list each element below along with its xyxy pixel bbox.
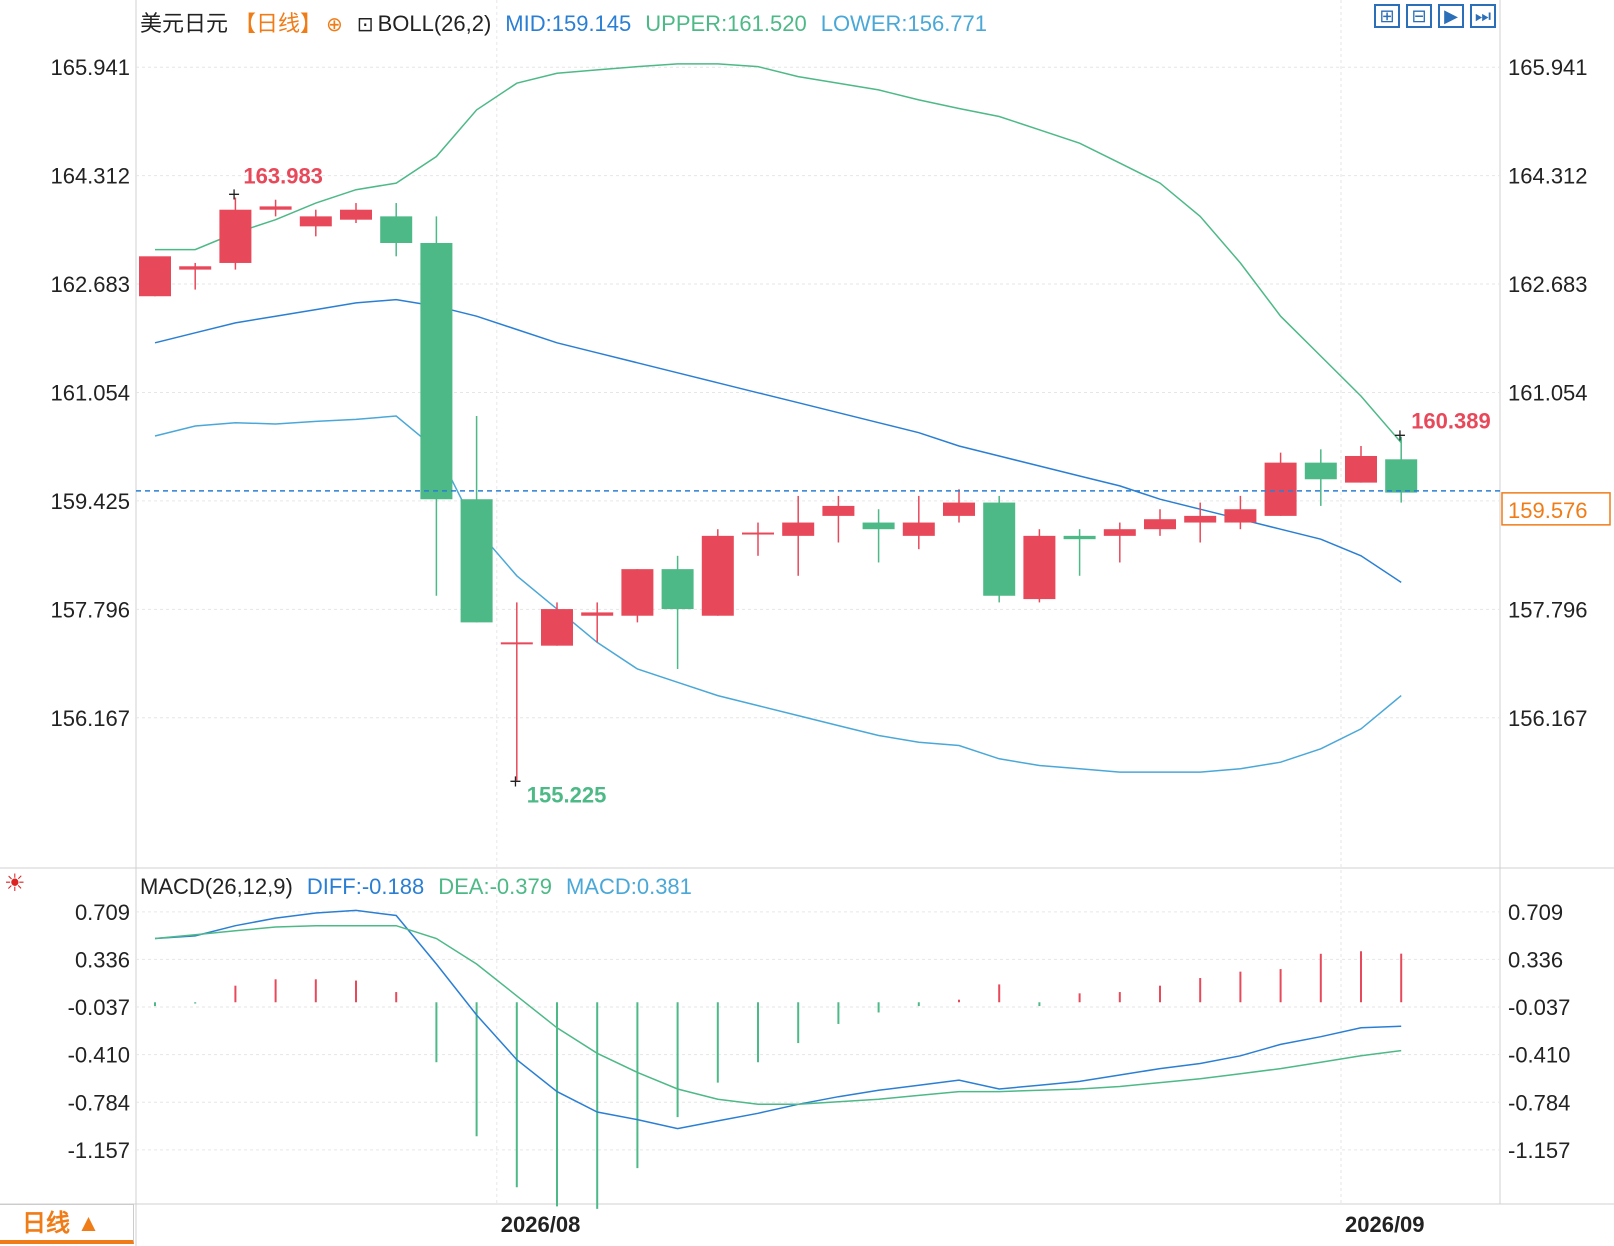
- candle-body: [581, 612, 614, 616]
- main-y-tick-right: 156.167: [1508, 706, 1588, 731]
- boll-mid-line: [154, 298, 1402, 584]
- x-tick-label: 2026/09: [1345, 1212, 1425, 1237]
- sun-icon[interactable]: ☀: [4, 869, 26, 897]
- period-select-button[interactable]: 日线 ▲: [0, 1204, 134, 1244]
- candle-body: [259, 206, 292, 210]
- boll-upper-value: UPPER:161.520: [645, 11, 807, 36]
- boll-mid-value: MID:159.145: [505, 11, 632, 36]
- candle-body: [782, 522, 815, 536]
- main-y-tick-left: 164.312: [50, 164, 130, 189]
- macd-diff-line: [154, 909, 1402, 1130]
- main-y-tick-right: 157.796: [1508, 597, 1588, 622]
- candle-body: [742, 532, 774, 535]
- candle-body: [1224, 509, 1257, 523]
- low-price-label: 155.225: [527, 782, 607, 807]
- candle-body: [340, 209, 372, 220]
- candle-body: [1023, 535, 1056, 600]
- candle-body: [1184, 515, 1217, 523]
- high-price-label: 163.983: [243, 164, 323, 189]
- zoom-in-icon[interactable]: ⊞: [1374, 4, 1400, 28]
- macd-y-tick-left: 0.709: [75, 900, 130, 925]
- boll-indicator-name[interactable]: BOLL(26,2): [377, 11, 492, 36]
- low-marker-cross: +: [509, 771, 522, 790]
- macd-y-tick-left: -0.784: [68, 1090, 130, 1115]
- candle-body: [500, 642, 533, 645]
- candle-body: [179, 266, 212, 270]
- main-y-tick-right: 165.941: [1508, 55, 1588, 80]
- indicator-chart-icon[interactable]: ⊡: [356, 12, 374, 36]
- symbol-name: 美元日元: [140, 11, 229, 36]
- candle-body: [460, 499, 493, 623]
- current-price-label: 159.576: [1508, 498, 1588, 523]
- main-y-tick-left: 157.796: [50, 597, 130, 622]
- zoom-out-icon[interactable]: ⊟: [1406, 4, 1432, 28]
- candle-body: [1103, 529, 1136, 536]
- macd-y-tick-right: -1.157: [1508, 1138, 1570, 1163]
- candle-body: [902, 522, 935, 536]
- skip-end-icon[interactable]: ⏭: [1470, 4, 1496, 28]
- candle-body: [139, 256, 171, 297]
- main-y-tick-right: 164.312: [1508, 164, 1588, 189]
- boll-upper-line: [155, 63, 1402, 444]
- boll-lower-value: LOWER:156.771: [820, 11, 988, 36]
- candle-body: [983, 502, 1016, 596]
- last-high-price-label: 160.389: [1411, 409, 1491, 434]
- candle-body: [1264, 462, 1297, 516]
- candle-body: [380, 216, 413, 243]
- main-y-tick-left: 161.054: [50, 380, 130, 405]
- macd-diff-value: DIFF:-0.188: [306, 874, 425, 899]
- boll-lower-line: [154, 415, 1402, 773]
- candle-body: [299, 216, 332, 227]
- x-tick-label: 2026/08: [501, 1212, 581, 1237]
- candle-body: [541, 609, 573, 646]
- candle-body: [862, 522, 895, 530]
- candle-body: [420, 242, 453, 500]
- candle-body: [1144, 519, 1176, 530]
- candle-body: [1304, 462, 1337, 480]
- macd-y-tick-right: -0.784: [1508, 1090, 1570, 1115]
- macd-legend: MACD(26,12,9) DIFF:-0.188 DEA:-0.379 MACD:0…: [140, 874, 706, 900]
- macd-y-tick-right: -0.410: [1508, 1043, 1570, 1068]
- candle-body: [1063, 535, 1096, 540]
- candle-body: [661, 569, 694, 610]
- main-y-tick-left: 165.941: [50, 55, 130, 80]
- settings-circle-icon[interactable]: ⊕: [326, 12, 343, 36]
- main-y-tick-left: 159.425: [50, 489, 130, 514]
- macd-y-tick-left: 0.336: [75, 947, 130, 972]
- candle-body: [701, 535, 734, 616]
- main-y-tick-left: 156.167: [50, 706, 130, 731]
- macd-y-tick-left: -0.037: [68, 995, 130, 1020]
- macd-y-tick-left: -0.410: [68, 1043, 130, 1068]
- play-icon[interactable]: ▶: [1438, 4, 1464, 28]
- candle-body: [822, 505, 855, 516]
- macd-y-tick-right: 0.709: [1508, 900, 1563, 925]
- macd-hist-value: MACD:0.381: [565, 874, 692, 899]
- main-y-tick-left: 162.683: [50, 272, 130, 297]
- macd-y-tick-left: -1.157: [68, 1138, 130, 1163]
- main-y-tick-right: 161.054: [1508, 380, 1588, 405]
- main-y-tick-right: 162.683: [1508, 272, 1588, 297]
- candle-body: [219, 209, 252, 263]
- candle-body: [943, 502, 975, 516]
- macd-y-tick-right: -0.037: [1508, 995, 1570, 1020]
- macd-dea-value: DEA:-0.379: [438, 874, 552, 899]
- macd-indicator-name[interactable]: MACD(26,12,9): [140, 874, 293, 899]
- high-marker-cross: +: [227, 185, 240, 204]
- candle-body: [1385, 459, 1418, 493]
- candle-body: [1345, 455, 1377, 483]
- period-tag[interactable]: 【日线】: [234, 11, 323, 36]
- macd-y-tick-right: 0.336: [1508, 947, 1563, 972]
- macd-dea-line: [154, 924, 1402, 1106]
- candle-body: [621, 569, 654, 616]
- main-legend: 美元日元 【日线】 ⊕ ⊡ BOLL(26,2) MID:159.145 UPPER:161…: [140, 6, 1001, 38]
- current-price-box: [1501, 492, 1611, 526]
- last-high-marker-cross: +: [1393, 426, 1406, 445]
